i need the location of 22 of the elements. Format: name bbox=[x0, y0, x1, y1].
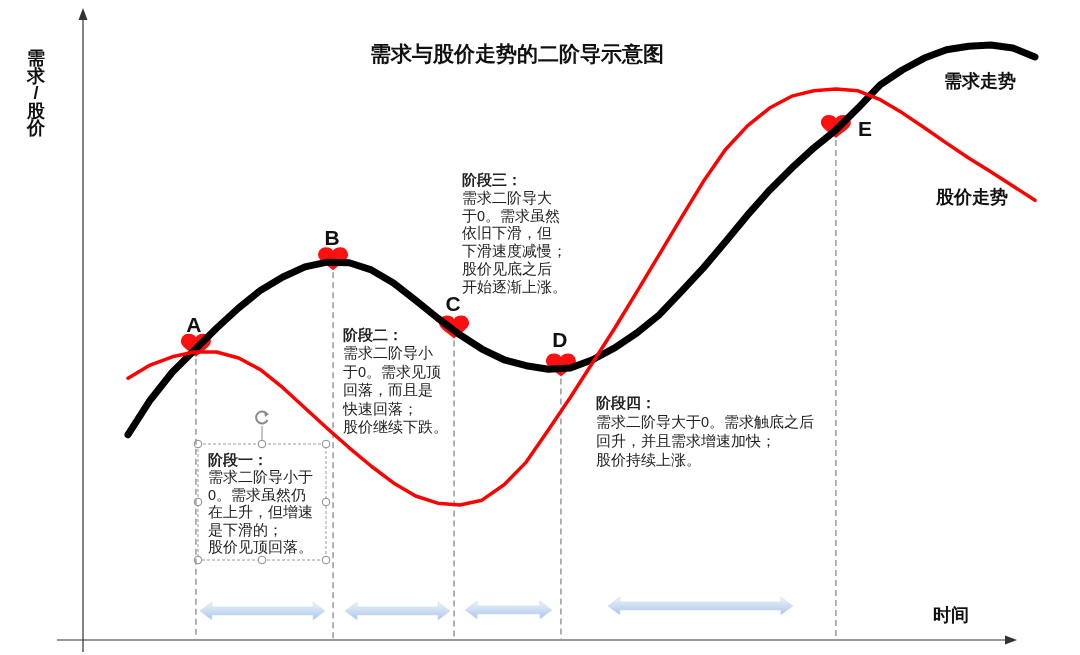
annotation: 需求二阶导大于0。需求虽然依旧下滑，但下滑速度减慢； bbox=[462, 189, 567, 260]
annotation: D bbox=[552, 328, 568, 352]
series-label: 需求走势 bbox=[944, 70, 1016, 91]
annotation: 股价见底之后开始逐渐上涨。 bbox=[462, 261, 567, 295]
annotation: 阶段三： bbox=[462, 172, 522, 188]
annotation: 股价持续上涨。 bbox=[596, 452, 701, 468]
chart-title: 需求与股价走势的二阶导示意图 bbox=[370, 41, 664, 65]
annotation: 阶段一： bbox=[208, 452, 268, 468]
annotation: 需求二阶导小于0。需求虽然仍在上升，但增速是下滑的； bbox=[208, 469, 313, 538]
annotation: 阶段四： bbox=[596, 395, 656, 411]
annotation: 需求二阶导大于0。需求触底之后回升，并且需求增速加快； bbox=[596, 414, 815, 449]
x-axis-title: 时间 bbox=[933, 605, 969, 625]
series-label: 股价走势 bbox=[935, 187, 1008, 208]
annotation: A bbox=[186, 313, 202, 337]
annotation: C bbox=[445, 291, 461, 315]
annotation: B bbox=[324, 225, 340, 249]
annotation: 股价见顶回落。 bbox=[208, 539, 313, 555]
annotation: 阶段二： bbox=[343, 327, 403, 343]
annotation: E bbox=[857, 116, 872, 140]
annotation: 需求二阶导小于0。需求见顶回落，而且是快速回落； bbox=[342, 345, 442, 417]
annotation: 股价继续下跌。 bbox=[343, 419, 448, 435]
y-axis-title: 需求/股价 bbox=[26, 48, 46, 138]
